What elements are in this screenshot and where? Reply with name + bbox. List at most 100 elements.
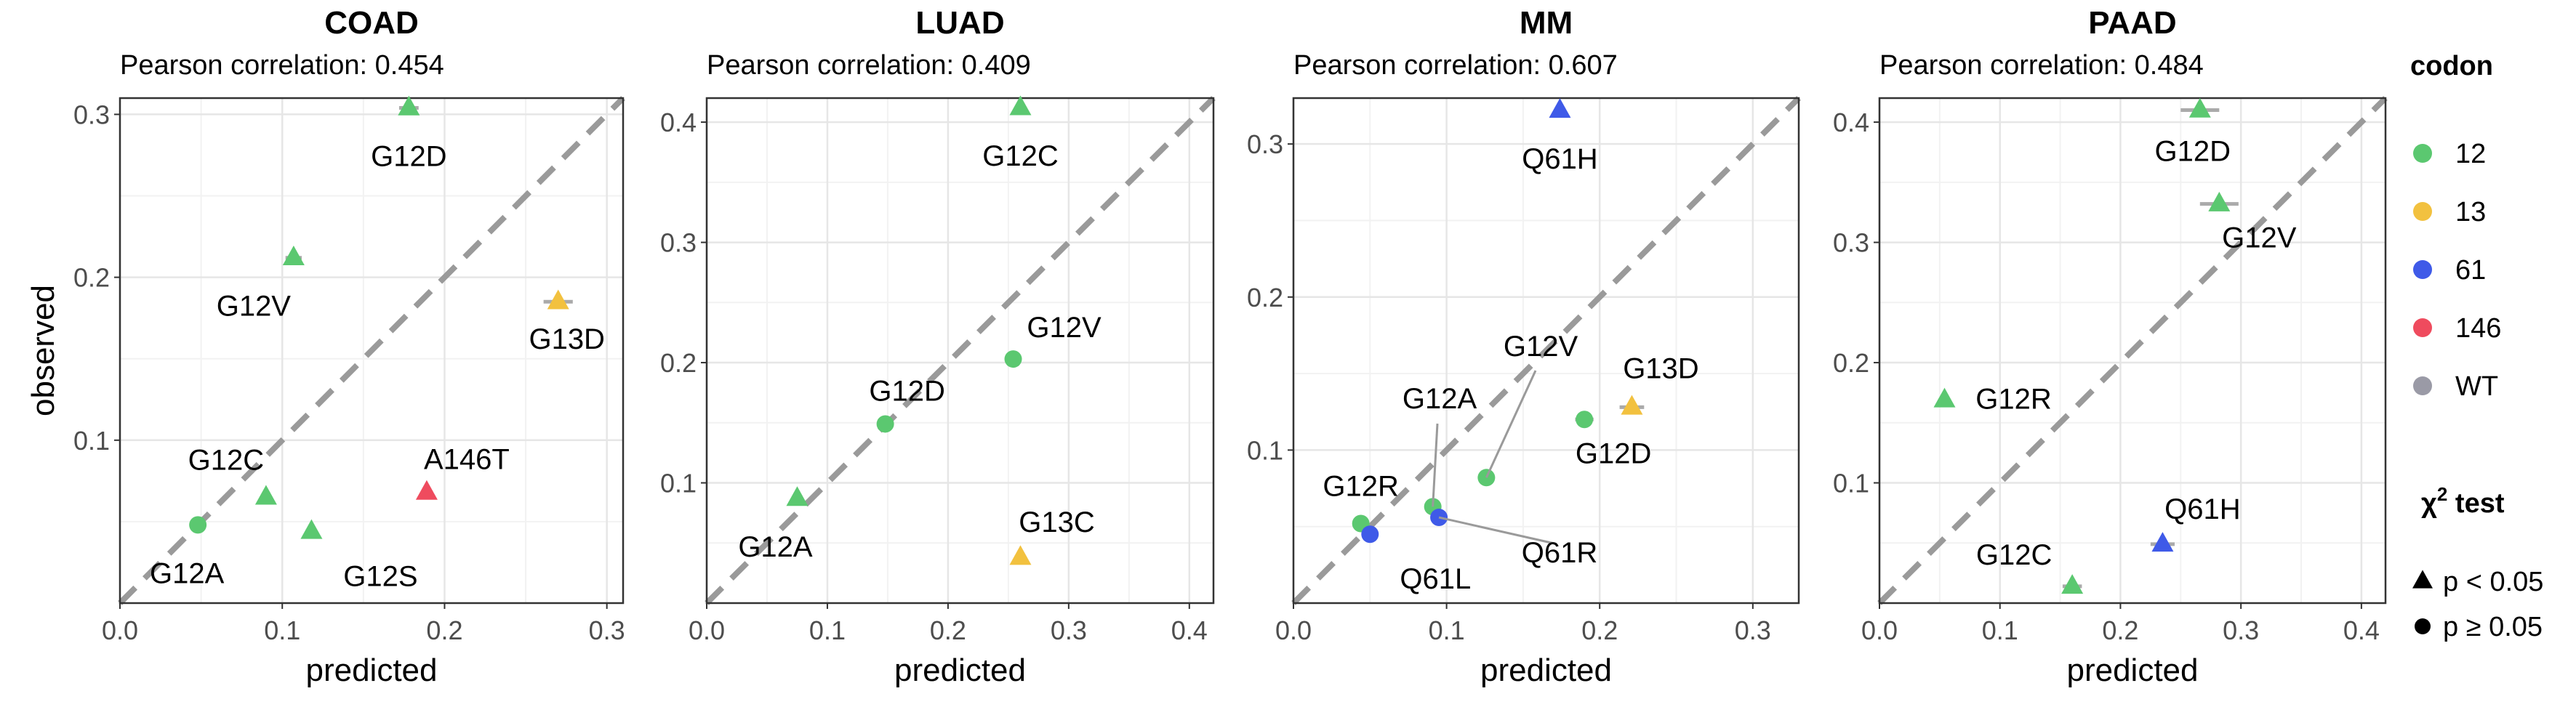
legend-codon-swatch-12 xyxy=(2413,144,2432,163)
panel-coad: 0.0 0.1 0.2 0.3 0.1 0.2 0.3 COAD Pearson correla… xyxy=(25,5,625,688)
y-tick-label: 0.2 xyxy=(1833,348,1869,378)
y-axis-label: observed xyxy=(25,285,61,416)
y-tick-label: 0.4 xyxy=(1833,108,1869,137)
legend-codon-swatch-wt xyxy=(2413,376,2432,395)
legend-test-title-sup: 2 xyxy=(2437,483,2447,505)
data-point-g12c xyxy=(254,485,277,505)
data-point-q61h xyxy=(2151,532,2174,552)
plot-border xyxy=(1292,97,1800,605)
plot-border xyxy=(119,97,625,605)
data-point-q61h xyxy=(1549,98,1571,118)
x-tick-label: 0.4 xyxy=(2343,615,2380,645)
x-tick-label: 0.3 xyxy=(1735,615,1771,645)
data-point-q61l xyxy=(1361,525,1379,544)
point-label-g12d: G12D xyxy=(1576,437,1652,469)
x-tick-label: 0.2 xyxy=(930,615,966,645)
point-label-g12v: G12V xyxy=(1027,312,1102,344)
data-point-g12v xyxy=(2208,191,2231,211)
point-label-g12v: G12V xyxy=(217,291,292,323)
x-axis-label: predicted xyxy=(2066,653,2198,688)
x-tick-label: 0.3 xyxy=(2223,615,2259,645)
legend: codon 12 13 61 146 WT χ2 test p < 0.05 p ≥ 0.… xyxy=(2410,51,2543,642)
point-label-g12c: G12C xyxy=(1976,539,2053,571)
legend-codon-label-146: 146 xyxy=(2455,313,2501,344)
point-label-q61h: Q61H xyxy=(2164,493,2241,525)
plot-border xyxy=(705,97,1215,605)
x-tick-label: 0.4 xyxy=(1171,615,1208,645)
legend-codon-swatch-146 xyxy=(2413,318,2432,337)
legend-codon-label-13: 13 xyxy=(2455,197,2486,227)
panel-subtitle: Pearson correlation: 0.607 xyxy=(1293,50,1618,81)
x-axis-label: predicted xyxy=(894,653,1026,688)
point-label-q61l: Q61L xyxy=(1400,563,1471,595)
x-tick-label: 0.2 xyxy=(1581,615,1618,645)
x-tick-label: 0.0 xyxy=(1861,615,1898,645)
data-point-g12v xyxy=(1004,350,1022,368)
label-connector xyxy=(1432,423,1439,507)
legend-codon-label-12: 12 xyxy=(2455,139,2486,169)
y-tick-label: 0.3 xyxy=(73,100,110,129)
point-label-g12a: G12A xyxy=(1403,383,1477,415)
legend-codon-label-wt: WT xyxy=(2455,371,2498,402)
x-tick-label: 0.1 xyxy=(1429,615,1465,645)
point-label-g12c: G12C xyxy=(188,444,265,476)
point-label-g12r: G12R xyxy=(1323,470,1399,502)
point-label-g13c: G13C xyxy=(1019,506,1095,538)
legend-test-title-rest: test xyxy=(2447,488,2504,519)
legend-test-title-chi: χ xyxy=(2421,488,2437,519)
x-tick-label: 0.3 xyxy=(1051,615,1087,645)
data-point-g12c xyxy=(1009,95,1032,116)
panel-title: PAAD xyxy=(2088,5,2176,41)
panel-subtitle: Pearson correlation: 0.454 xyxy=(120,50,444,81)
legend-codon-swatch-61 xyxy=(2413,260,2432,279)
legend-codon-title: codon xyxy=(2410,51,2493,81)
legend-test-label: p < 0.05 xyxy=(2443,567,2543,597)
data-point-g12a xyxy=(189,516,207,534)
point-label-a146t: A146T xyxy=(424,444,510,476)
legend-codon-entries: 12 13 61 146 WT xyxy=(2413,139,2501,402)
point-label-g12s: G12S xyxy=(343,560,417,592)
x-tick-label: 0.2 xyxy=(2102,615,2138,645)
point-label-g13d: G13D xyxy=(529,323,605,355)
plot-border xyxy=(1878,97,2387,605)
label-connector xyxy=(1438,516,1555,545)
label-connector xyxy=(1485,370,1537,478)
identity-line xyxy=(1877,96,2388,605)
point-label-g12c: G12C xyxy=(982,140,1059,172)
data-point-g12v xyxy=(282,245,305,265)
x-axis-label: predicted xyxy=(1480,653,1612,688)
point-label-g12r: G12R xyxy=(1975,383,2052,415)
legend-test-title: χ2 test xyxy=(2421,483,2505,519)
y-tick-label: 0.1 xyxy=(1247,435,1283,465)
panel-title: COAD xyxy=(324,5,419,41)
panel-mm: 0.0 0.1 0.2 0.3 0.1 0.2 0.3 MM Pearson correlati… xyxy=(1247,5,1801,688)
point-label-g12d: G12D xyxy=(869,375,945,407)
point-label-q61r: Q61R xyxy=(1522,537,1598,569)
point-label-g12a: G12A xyxy=(738,531,813,563)
y-tick-label: 0.3 xyxy=(1833,228,1869,258)
legend-test-label: p ≥ 0.05 xyxy=(2443,612,2543,642)
panel-luad: 0.0 0.1 0.2 0.3 0.4 0.1 0.2 0.3 0.4 LUAD Pearson c… xyxy=(660,5,1216,688)
y-tick-label: 0.3 xyxy=(660,228,697,258)
y-tick-label: 0.3 xyxy=(1247,129,1283,159)
y-tick-label: 0.1 xyxy=(1833,469,1869,498)
data-point-g12d xyxy=(1576,411,1594,429)
point-label-g13d: G13D xyxy=(1623,352,1699,384)
legend-test-triangle xyxy=(2412,570,2433,589)
legend-codon-swatch-13 xyxy=(2413,202,2432,221)
y-tick-label: 0.1 xyxy=(73,426,110,456)
panel-paad: 0.0 0.1 0.2 0.3 0.4 0.1 0.2 0.3 0.4 PAAD Pearson c… xyxy=(1833,5,2388,688)
panel-title: LUAD xyxy=(915,5,1004,41)
panels: 0.0 0.1 0.2 0.3 0.1 0.2 0.3 COAD Pearson correla… xyxy=(25,5,2388,688)
data-point-g12d xyxy=(2188,97,2211,118)
panel-title: MM xyxy=(1520,5,1573,41)
y-tick-label: 0.2 xyxy=(73,263,110,293)
x-tick-label: 0.1 xyxy=(1982,615,2018,645)
data-point-g12r xyxy=(1933,387,1956,408)
point-label-g12v: G12V xyxy=(2222,222,2297,254)
point-label-g12v: G12V xyxy=(1504,331,1578,363)
x-axis-label: predicted xyxy=(305,653,437,688)
identity-line xyxy=(1291,96,1801,605)
x-tick-label: 0.1 xyxy=(809,615,846,645)
